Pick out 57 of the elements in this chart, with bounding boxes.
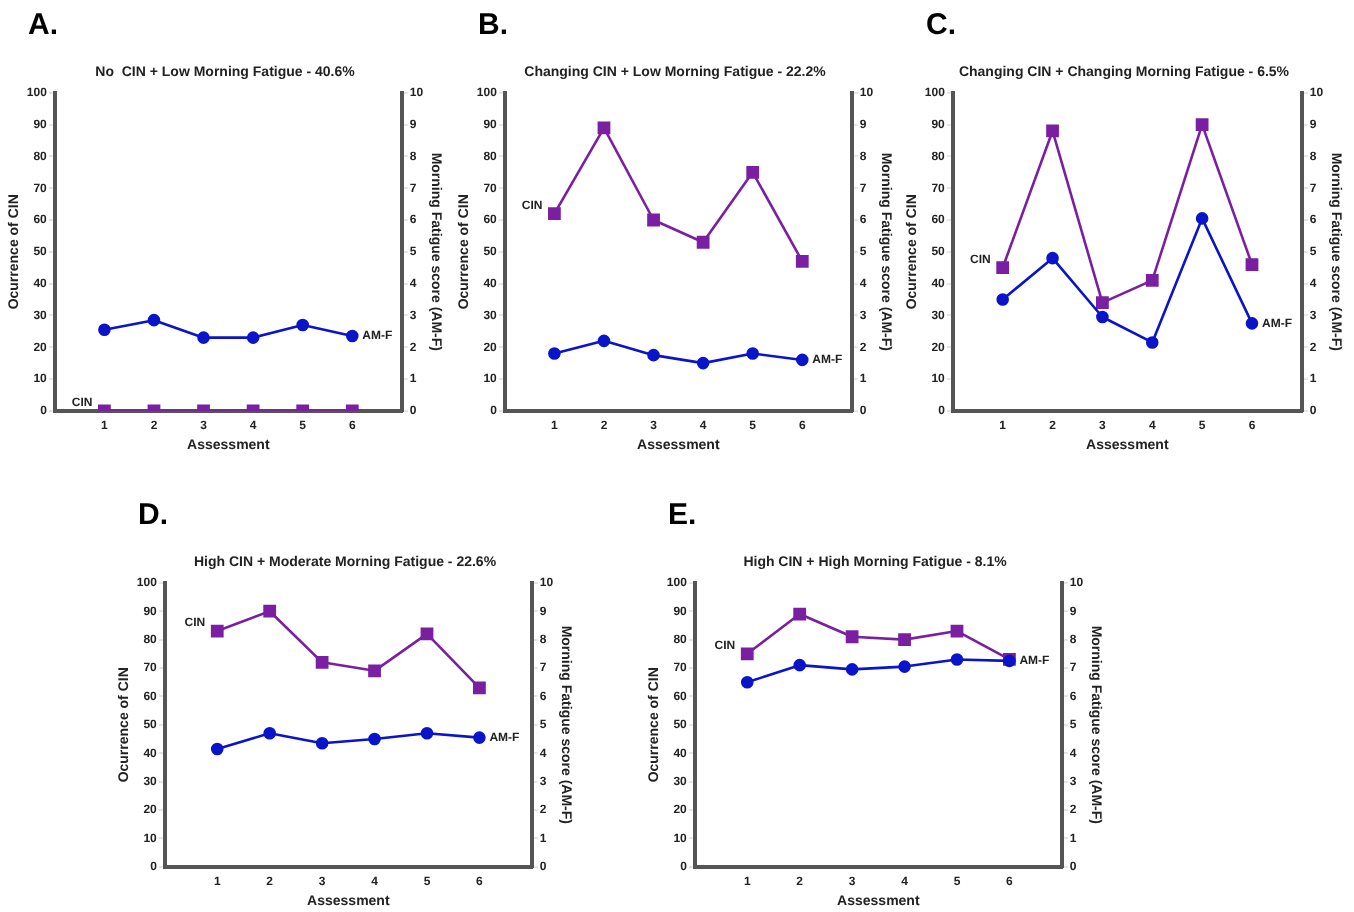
point: [696, 235, 710, 249]
point: [1195, 118, 1209, 131]
point: [473, 681, 486, 695]
point: [345, 329, 359, 343]
text: D.: [138, 498, 168, 532]
point: [246, 331, 260, 344]
point: [210, 742, 224, 756]
point: [950, 653, 964, 666]
point: [1145, 336, 1159, 349]
text: A.: [28, 8, 58, 42]
point: [996, 261, 1010, 275]
point: [147, 313, 161, 327]
text: B.: [478, 8, 508, 42]
point: [420, 727, 434, 740]
point: [315, 736, 329, 750]
point: [793, 658, 806, 672]
point: [740, 647, 754, 661]
point: [263, 727, 276, 740]
point: [647, 213, 660, 227]
point: [1195, 212, 1209, 225]
point: [1096, 310, 1109, 324]
point: [795, 353, 809, 367]
point: [845, 630, 859, 644]
point: [210, 624, 224, 638]
text: C.: [926, 8, 956, 42]
point: [740, 675, 754, 689]
point: [898, 633, 911, 646]
point: [296, 318, 309, 332]
point: [315, 655, 329, 669]
point: [548, 347, 561, 360]
point: [1145, 274, 1159, 287]
point: [597, 121, 611, 135]
point: [746, 347, 759, 360]
point: [746, 165, 760, 179]
point: [473, 731, 486, 744]
point: [368, 732, 381, 746]
point: [950, 624, 964, 638]
point: [368, 664, 381, 678]
point: [597, 334, 611, 348]
point: [420, 627, 434, 641]
point: [1245, 258, 1259, 271]
point: [197, 331, 210, 344]
point: [793, 607, 807, 621]
point: [263, 604, 277, 618]
point: [1046, 124, 1059, 138]
text: E.: [668, 498, 697, 532]
point: [898, 660, 911, 673]
point: [98, 323, 111, 337]
point: [845, 663, 859, 676]
point: [1245, 317, 1259, 330]
point: [647, 348, 660, 362]
point: [1096, 296, 1109, 310]
point: [1046, 251, 1059, 265]
point: [996, 293, 1009, 306]
point: [795, 254, 809, 268]
point: [696, 356, 710, 370]
point: [548, 207, 561, 221]
